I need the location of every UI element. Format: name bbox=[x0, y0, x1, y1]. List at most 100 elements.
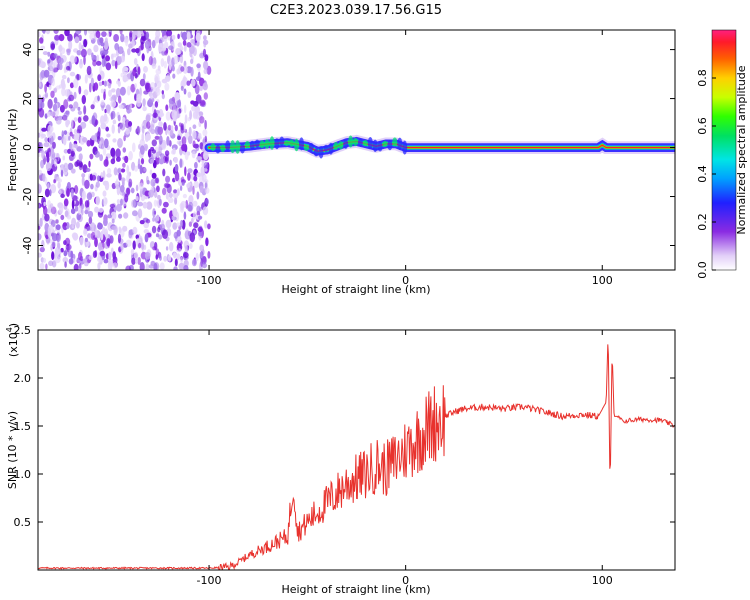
noise-speck bbox=[177, 235, 182, 243]
noise-speck bbox=[202, 262, 207, 269]
noise-speck bbox=[61, 82, 66, 90]
noise-speck bbox=[73, 117, 78, 122]
noise-speck bbox=[136, 125, 140, 136]
noise-speck bbox=[171, 34, 176, 41]
noise-speck bbox=[144, 233, 149, 243]
noise-speck bbox=[139, 138, 146, 148]
noise-speck bbox=[165, 219, 172, 229]
noise-speck bbox=[148, 189, 155, 198]
noise-speck bbox=[118, 104, 124, 109]
noise-region bbox=[38, 30, 212, 270]
noise-speck bbox=[182, 193, 187, 199]
noise-speck bbox=[95, 181, 100, 188]
noise-speck bbox=[95, 30, 101, 39]
noise-speck bbox=[141, 133, 145, 142]
noise-speck bbox=[138, 242, 142, 249]
noise-speck bbox=[104, 37, 108, 45]
noise-speck bbox=[184, 166, 187, 177]
signal-blotch bbox=[372, 139, 378, 152]
colorbar-label: Normalized spectral amplitude bbox=[735, 65, 748, 234]
noise-speck bbox=[47, 183, 50, 190]
noise-speck bbox=[145, 31, 150, 40]
signal-blotch bbox=[367, 137, 373, 149]
noise-speck bbox=[123, 212, 129, 219]
noise-speck bbox=[113, 167, 118, 176]
signal-blotch bbox=[323, 144, 329, 152]
spectrogram-panel: -100 0 100 -40 -20 0 20 40 Height of straight … bbox=[6, 29, 676, 296]
noise-speck bbox=[80, 121, 87, 129]
noise-speck bbox=[194, 84, 200, 95]
noise-speck bbox=[79, 236, 84, 246]
noise-speck bbox=[144, 252, 151, 260]
noise-speck bbox=[69, 131, 73, 137]
noise-speck bbox=[137, 66, 141, 76]
noise-speck bbox=[150, 94, 154, 100]
signal-blotch bbox=[343, 139, 349, 149]
noise-speck bbox=[159, 113, 162, 118]
noise-speck bbox=[78, 153, 83, 161]
noise-speck bbox=[181, 181, 185, 186]
noise-speck bbox=[177, 98, 182, 109]
noise-speck bbox=[192, 211, 197, 221]
noise-speck bbox=[162, 187, 167, 196]
noise-speck bbox=[174, 92, 181, 101]
noise-speck bbox=[162, 35, 168, 42]
noise-speck bbox=[131, 199, 136, 208]
noise-speck bbox=[120, 177, 126, 182]
noise-speck bbox=[150, 158, 155, 164]
noise-speck bbox=[62, 222, 68, 227]
noise-speck bbox=[206, 65, 212, 75]
noise-speck bbox=[88, 30, 94, 34]
noise-speck bbox=[141, 242, 145, 250]
bottom-x-ticks: -100 0 100 bbox=[197, 330, 613, 587]
top-x-ticks: -100 0 100 bbox=[197, 30, 613, 287]
noise-speck bbox=[122, 67, 129, 72]
noise-speck bbox=[174, 163, 179, 173]
noise-speck bbox=[203, 60, 209, 70]
noise-speck bbox=[176, 243, 180, 251]
noise-speck bbox=[70, 150, 75, 157]
noise-speck bbox=[86, 65, 92, 76]
noise-speck bbox=[69, 71, 76, 77]
noise-speck bbox=[88, 160, 91, 168]
noise-speck bbox=[203, 42, 207, 48]
noise-speck bbox=[44, 188, 50, 198]
top-x-tick-label: 100 bbox=[592, 274, 613, 287]
noise-speck bbox=[156, 185, 160, 193]
noise-speck bbox=[165, 175, 171, 183]
noise-speck bbox=[38, 184, 42, 194]
noise-speck bbox=[142, 201, 148, 209]
noise-speck bbox=[192, 124, 197, 129]
noise-speck bbox=[66, 215, 72, 220]
noise-speck bbox=[48, 84, 52, 91]
noise-speck bbox=[98, 207, 104, 213]
noise-speck bbox=[122, 74, 128, 83]
noise-speck bbox=[187, 91, 192, 99]
noise-speck bbox=[156, 151, 160, 158]
noise-speck bbox=[188, 126, 192, 136]
noise-speck bbox=[202, 167, 208, 172]
noise-speck bbox=[39, 246, 45, 253]
noise-speck bbox=[39, 71, 44, 81]
noise-speck bbox=[103, 91, 106, 101]
noise-speck bbox=[127, 48, 131, 56]
noise-speck bbox=[42, 257, 47, 264]
noise-speck bbox=[188, 243, 193, 249]
noise-speck bbox=[115, 184, 119, 190]
noise-speck bbox=[38, 252, 42, 258]
noise-speck bbox=[78, 263, 82, 270]
noise-speck bbox=[154, 76, 159, 84]
noise-speck bbox=[125, 38, 129, 47]
noise-speck bbox=[84, 74, 88, 84]
noise-speck bbox=[130, 187, 135, 194]
noise-speck bbox=[117, 167, 122, 174]
noise-speck bbox=[88, 255, 93, 261]
noise-speck bbox=[64, 30, 70, 37]
noise-speck bbox=[191, 258, 197, 267]
noise-speck bbox=[162, 168, 166, 177]
bottom-x-axis-label: Height of straight line (km) bbox=[281, 583, 430, 596]
noise-speck bbox=[192, 185, 195, 195]
noise-speck bbox=[38, 31, 41, 38]
noise-speck bbox=[53, 179, 56, 184]
noise-speck bbox=[100, 115, 105, 125]
